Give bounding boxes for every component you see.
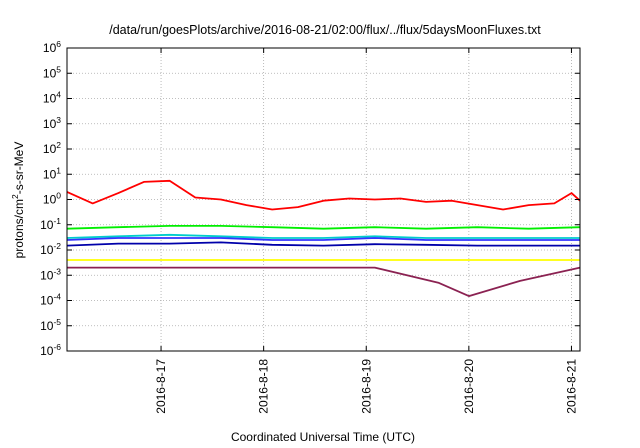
y-tick-exp: 4 <box>56 90 61 100</box>
series-line-2 <box>66 224 581 230</box>
y-tick-label: 10-6 <box>40 342 61 358</box>
x-tick-label: 2016-8-20 <box>462 359 476 414</box>
y-tick-exp: -5 <box>53 317 61 327</box>
chart-title: /data/run/goesPlots/archive/2016-08-21/0… <box>109 23 541 37</box>
y-tick-base: 10 <box>43 92 57 106</box>
y-tick-exp: -4 <box>53 292 61 302</box>
y-tick-exp: 3 <box>56 115 61 125</box>
y-tick-base: 10 <box>40 268 54 282</box>
y-tick-label: 10-2 <box>40 241 61 257</box>
series-line-3 <box>66 233 580 239</box>
y-tick-label: 10-1 <box>40 216 61 232</box>
y-axis: 10-610-510-410-310-210-11001011021031041… <box>40 39 580 358</box>
y-tick-label: 10-3 <box>40 266 61 282</box>
series-line-4 <box>66 237 580 241</box>
y-tick-exp: 5 <box>56 64 61 74</box>
y-tick-base: 10 <box>43 167 57 181</box>
y-tick-exp: 1 <box>56 165 61 175</box>
y-tick-exp: 2 <box>56 140 61 150</box>
series-line-5 <box>66 241 580 247</box>
y-tick-label: 10-4 <box>40 292 61 308</box>
plot-frame <box>66 47 581 352</box>
y-tick-base: 10 <box>40 319 54 333</box>
y-tick-base: 10 <box>43 117 57 131</box>
y-tick-label: 101 <box>43 165 61 181</box>
y-tick-label: 103 <box>43 115 61 131</box>
y-tick-base: 10 <box>43 41 57 55</box>
y-tick-base: 10 <box>43 142 57 156</box>
y-tick-label: 105 <box>43 64 61 80</box>
y-tick-label: 102 <box>43 140 61 156</box>
y-tick-base: 10 <box>43 193 57 207</box>
y-label-pre: protons/cm <box>12 199 26 258</box>
y-tick-label: 104 <box>43 90 61 106</box>
x-axis-label: Coordinated Universal Time (UTC) <box>231 430 415 444</box>
y-tick-label: 106 <box>43 39 61 55</box>
x-tick-label: 2016-8-17 <box>154 359 168 414</box>
series-line-1 <box>66 179 581 211</box>
y-tick-exp: 0 <box>56 191 61 201</box>
y-label-sup: 2 <box>10 194 20 199</box>
grid-lines <box>67 48 580 351</box>
series-line-7 <box>67 266 581 298</box>
y-tick-base: 10 <box>40 243 54 257</box>
y-tick-label: 10-5 <box>40 317 61 333</box>
y-tick-exp: -1 <box>53 216 61 226</box>
x-tick-label: 2016-8-18 <box>257 359 271 414</box>
y-tick-exp: -2 <box>53 241 61 251</box>
y-tick-base: 10 <box>40 218 54 232</box>
x-axis: 2016-8-17 2016-8-18 2016-8-19 2016-8-20 2016… <box>154 48 578 414</box>
y-tick-exp: 6 <box>56 39 61 49</box>
y-tick-exp: -3 <box>53 266 61 276</box>
y-tick-label: 100 <box>43 191 61 207</box>
y-tick-base: 10 <box>43 66 57 80</box>
y-axis-label: protons/cm2-s-sr-MeV <box>10 142 26 259</box>
y-tick-exp: -6 <box>53 342 61 352</box>
y-tick-base: 10 <box>40 344 54 358</box>
y-label-post: -s-sr-MeV <box>12 142 26 195</box>
series-lines <box>66 179 581 298</box>
x-tick-label: 2016-8-19 <box>359 359 373 414</box>
x-tick-label: 2016-8-21 <box>564 359 578 414</box>
y-tick-base: 10 <box>40 294 54 308</box>
